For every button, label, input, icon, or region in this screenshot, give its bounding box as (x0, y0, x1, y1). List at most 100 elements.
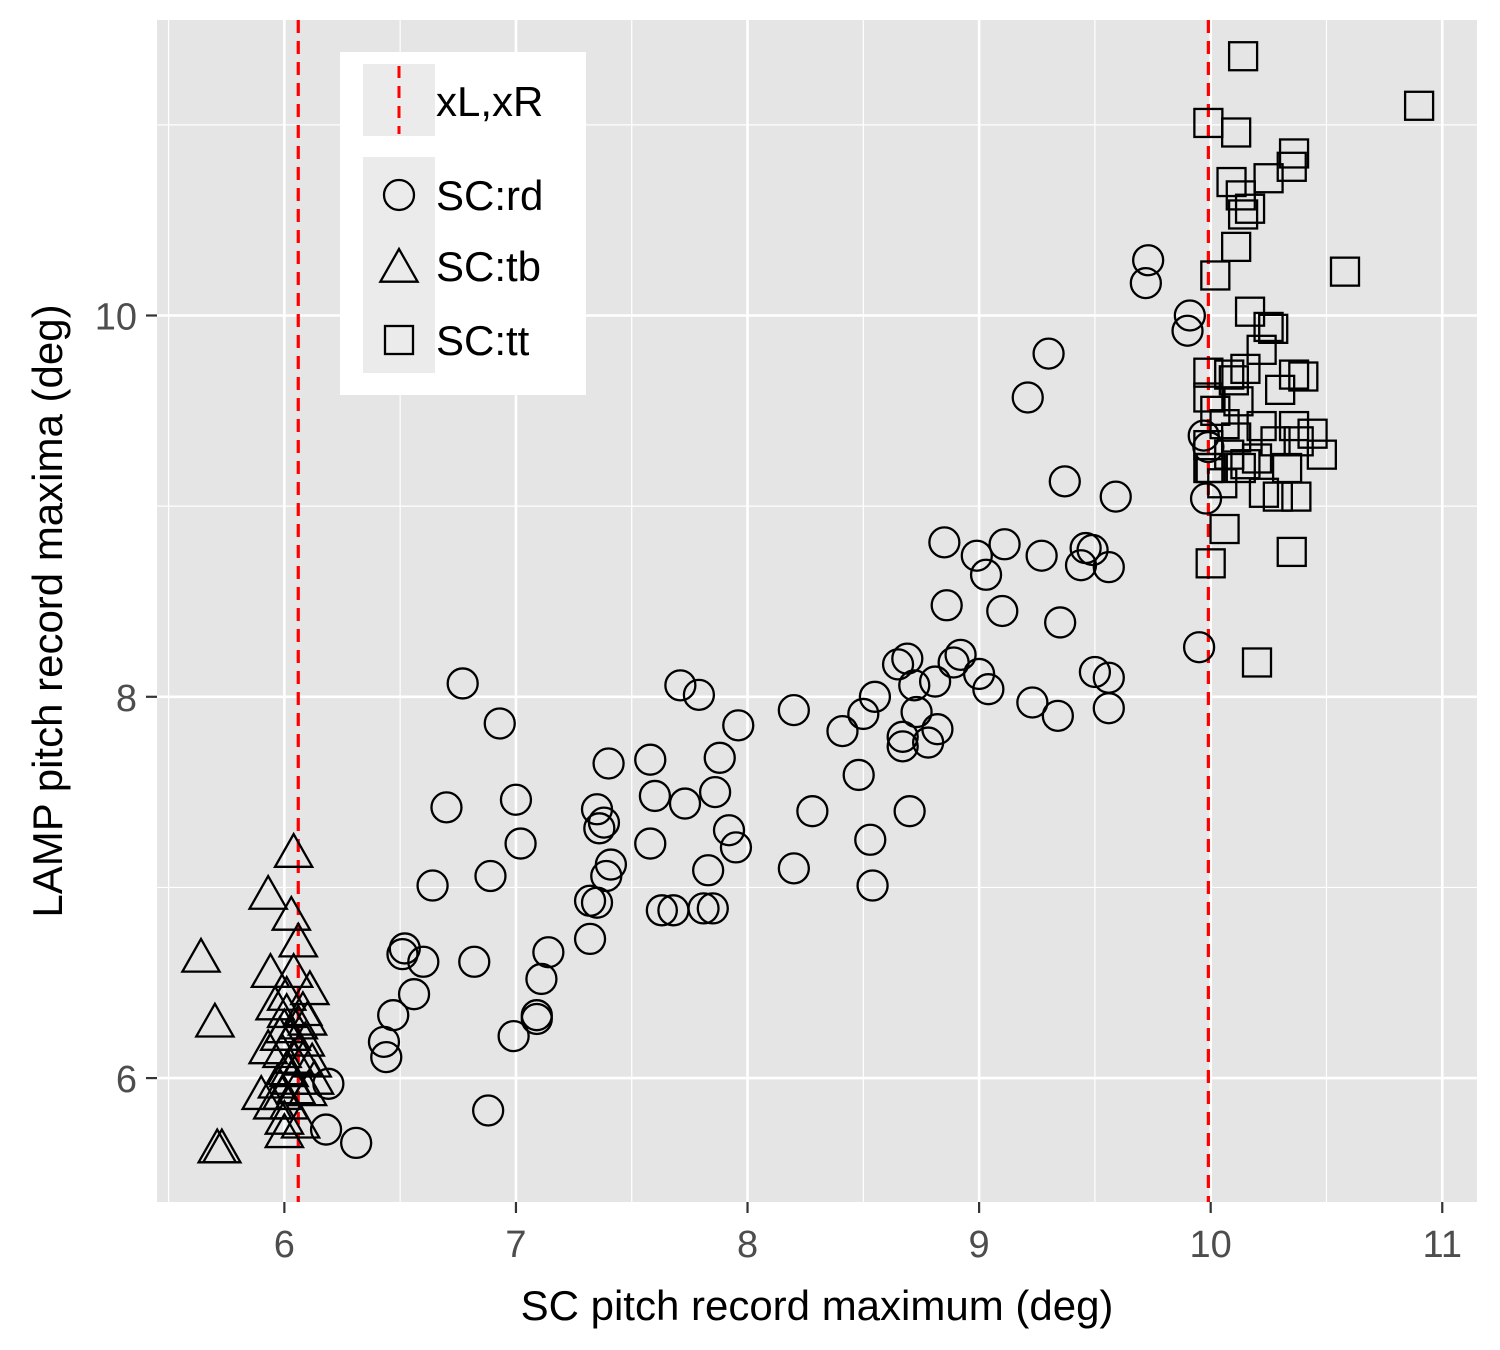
circle-point (1132, 244, 1165, 277)
legend-label-sc-rd: SC:rd (436, 172, 543, 219)
circle-point (777, 852, 810, 885)
square-point (1278, 359, 1310, 390)
x-axis-title: SC pitch record maximum (deg) (521, 1282, 1114, 1329)
circle-point (898, 669, 931, 702)
triangle-point (240, 1073, 282, 1111)
square-point (1403, 90, 1435, 121)
triangle-point (247, 1028, 289, 1065)
square-point (1227, 41, 1259, 72)
circle-point (573, 922, 607, 956)
circle-point (634, 827, 667, 860)
circle-point (703, 741, 736, 774)
circle-point (634, 743, 667, 776)
circle-point (687, 892, 720, 925)
y-tick-label: 8 (116, 678, 137, 720)
circle-point (826, 714, 859, 748)
x-tick-label: 11 (1423, 1224, 1462, 1266)
square-point (1329, 256, 1361, 287)
circle-point (696, 892, 729, 925)
circle-point (881, 648, 915, 681)
circle-point (377, 999, 410, 1032)
legend-square-icon (383, 324, 415, 356)
circle-point (1182, 631, 1216, 664)
triangle-point (275, 1068, 317, 1105)
triangle-point (282, 1039, 324, 1076)
square-point (1221, 231, 1252, 263)
circle-point (1044, 606, 1077, 639)
square-point (1288, 361, 1319, 392)
circle-point (472, 1094, 505, 1127)
circle-point (520, 1002, 553, 1036)
circle-point (525, 962, 558, 996)
x-tick-label: 7 (505, 1224, 526, 1266)
circle-point (921, 713, 954, 746)
circle-point (719, 831, 753, 864)
series-sc-tb (180, 831, 336, 1164)
circle-point (1016, 686, 1049, 719)
circle-point (1092, 661, 1125, 694)
circle-point (638, 779, 672, 813)
circle-point (1092, 551, 1125, 584)
circle-point (962, 657, 996, 691)
circle-point (944, 638, 977, 671)
circle-point (446, 667, 479, 700)
x-tick-label: 8 (737, 1224, 758, 1266)
legend: xL,xR SC:rd SC:tb SC:tt (340, 52, 586, 395)
y-tick-label: 6 (116, 1059, 137, 1101)
triangle-point (289, 969, 331, 1006)
circle-point (397, 978, 431, 1011)
square-point (1276, 536, 1307, 568)
square-point (1218, 365, 1249, 396)
x-tick-label: 10 (1190, 1224, 1232, 1266)
reference-lines (296, 20, 1210, 1202)
circle-point (842, 758, 875, 792)
circle-point (499, 783, 533, 816)
triangle-point (194, 1001, 236, 1038)
triangle-point (277, 921, 319, 958)
circle-point (858, 680, 892, 713)
circle-point (777, 693, 810, 727)
circle-point (712, 814, 746, 847)
circle-point (692, 854, 725, 887)
circle-point (370, 1040, 403, 1074)
legend-label-xl-xr: xL,xR (436, 78, 543, 125)
circle-point (928, 526, 961, 559)
circle-point (416, 869, 449, 902)
triangle-point (293, 1058, 336, 1095)
triangle-point (180, 936, 222, 973)
triangle-point (270, 894, 312, 931)
circle-point (1189, 482, 1223, 515)
circle-point (900, 695, 933, 729)
y-axis-title: LAMP pitch record maxima (deg) (24, 304, 71, 917)
square-point (1246, 334, 1277, 365)
square-point (1221, 422, 1252, 453)
square-point (1297, 418, 1328, 449)
circle-point (969, 558, 1003, 591)
square-point (1200, 260, 1231, 291)
circle-point (856, 869, 889, 902)
circle-point (587, 806, 621, 839)
circle-point (847, 697, 880, 731)
square-point (1253, 311, 1284, 343)
square-point (1227, 199, 1259, 230)
series-sc-rd (309, 244, 1225, 1160)
legend-triangle-icon (378, 246, 420, 283)
circle-point (532, 936, 565, 969)
circle-point (504, 827, 537, 860)
circle-point (309, 1113, 343, 1146)
circle-point (592, 747, 625, 780)
circle-point (722, 709, 755, 742)
triangle-point (279, 1102, 322, 1139)
square-point (1253, 163, 1284, 194)
square-point (1230, 449, 1261, 480)
circle-point (430, 791, 463, 824)
circle-point (1011, 381, 1044, 414)
circle-point (483, 707, 516, 740)
circle-point (918, 665, 952, 698)
triangle-point (249, 951, 292, 989)
square-point (1241, 443, 1273, 474)
square-point (1214, 359, 1245, 390)
circle-point (583, 812, 616, 845)
circle-point (1171, 314, 1204, 347)
